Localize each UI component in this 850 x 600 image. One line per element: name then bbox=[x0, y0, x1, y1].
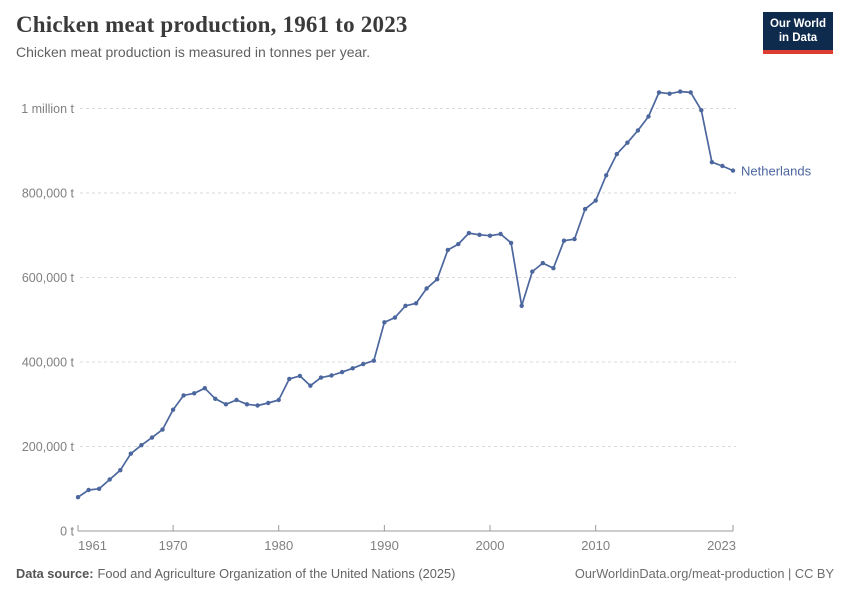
y-tick-label: 400,000 t bbox=[22, 356, 75, 370]
chart-header: Chicken meat production, 1961 to 2023 Ch… bbox=[16, 12, 756, 60]
data-point[interactable] bbox=[287, 376, 292, 382]
y-tick-label: 1 million t bbox=[21, 102, 74, 116]
data-point[interactable] bbox=[318, 375, 324, 380]
x-tick-label: 2000 bbox=[476, 538, 505, 553]
data-point[interactable] bbox=[350, 366, 355, 371]
data-point[interactable] bbox=[149, 435, 155, 440]
data-point[interactable] bbox=[107, 477, 112, 482]
chart-footer: Data source: Food and Agriculture Organiz… bbox=[16, 566, 834, 581]
data-point[interactable] bbox=[699, 108, 704, 113]
data-point[interactable] bbox=[266, 400, 271, 406]
owid-logo-line1: Our World bbox=[769, 18, 826, 30]
data-point[interactable] bbox=[551, 266, 556, 271]
data-point[interactable] bbox=[582, 206, 588, 212]
data-point[interactable] bbox=[593, 198, 598, 203]
line-chart[interactable]: 0 t 200,000 t 400,000 t 600,000 t 800,000 t 1… bbox=[0, 0, 850, 560]
page-title: Chicken meat production, 1961 to 2023 bbox=[16, 12, 408, 37]
data-point[interactable] bbox=[604, 173, 609, 178]
data-point[interactable] bbox=[625, 140, 630, 145]
data-point[interactable] bbox=[456, 241, 461, 247]
data-point[interactable] bbox=[466, 230, 472, 236]
data-point[interactable] bbox=[371, 358, 376, 363]
x-tick-label: 1970 bbox=[159, 538, 188, 553]
data-point[interactable] bbox=[413, 301, 419, 306]
data-point[interactable] bbox=[646, 114, 651, 119]
data-point[interactable] bbox=[709, 160, 715, 165]
data-point[interactable] bbox=[382, 320, 387, 325]
data-point[interactable] bbox=[530, 269, 535, 274]
data-point[interactable] bbox=[730, 168, 736, 173]
y-tick-label: 0 t bbox=[60, 525, 74, 539]
x-tick-label: 1961 bbox=[78, 538, 107, 553]
data-point[interactable] bbox=[720, 163, 725, 169]
data-point[interactable] bbox=[688, 90, 693, 95]
data-point[interactable] bbox=[170, 407, 176, 412]
data-point[interactable] bbox=[234, 397, 239, 403]
data-point[interactable] bbox=[192, 391, 197, 396]
x-tick-label: 2010 bbox=[581, 538, 610, 553]
y-tick-label: 200,000 t bbox=[22, 440, 75, 454]
y-tick-label: 600,000 t bbox=[22, 271, 75, 285]
data-point[interactable] bbox=[339, 369, 345, 375]
data-point[interactable] bbox=[118, 468, 123, 473]
data-source: Data source: Food and Agriculture Organiz… bbox=[16, 566, 455, 581]
data-point[interactable] bbox=[667, 91, 672, 96]
data-point[interactable] bbox=[86, 487, 91, 493]
data-point[interactable] bbox=[540, 260, 545, 266]
data-point[interactable] bbox=[656, 90, 662, 95]
data-point[interactable] bbox=[435, 277, 440, 282]
data-point[interactable] bbox=[572, 236, 577, 242]
chart-subtitle: Chicken meat production is measured in t… bbox=[16, 44, 371, 60]
x-tick-label: 1980 bbox=[264, 538, 293, 553]
data-point[interactable] bbox=[361, 361, 366, 367]
data-point[interactable] bbox=[255, 403, 260, 408]
data-point[interactable] bbox=[181, 393, 186, 398]
data-point[interactable] bbox=[508, 240, 514, 246]
data-point[interactable] bbox=[276, 397, 281, 403]
data-point[interactable] bbox=[498, 231, 503, 237]
data-point[interactable] bbox=[403, 303, 408, 308]
data-source-text: Food and Agriculture Organization of the… bbox=[97, 566, 456, 581]
data-point[interactable] bbox=[678, 89, 683, 94]
data-point[interactable] bbox=[561, 238, 567, 243]
data-point[interactable] bbox=[635, 128, 641, 133]
data-point[interactable] bbox=[160, 427, 165, 432]
data-point[interactable] bbox=[223, 402, 229, 407]
footer-citation-link[interactable]: OurWorldinData.org/meat-production | CC … bbox=[574, 566, 834, 581]
data-point[interactable] bbox=[213, 396, 218, 401]
data-point[interactable] bbox=[139, 443, 144, 448]
data-point[interactable] bbox=[96, 486, 102, 491]
data-line[interactable] bbox=[77, 90, 734, 499]
data-point[interactable] bbox=[244, 402, 250, 407]
data-point[interactable] bbox=[477, 232, 482, 237]
x-tick-label: 2023 bbox=[707, 538, 736, 553]
data-point[interactable] bbox=[128, 451, 133, 456]
x-tick-label: 1990 bbox=[370, 538, 399, 553]
data-point[interactable] bbox=[424, 286, 429, 291]
data-point[interactable] bbox=[308, 383, 313, 388]
entity-label[interactable]: Netherlands bbox=[741, 164, 812, 179]
data-point[interactable] bbox=[519, 303, 524, 308]
data-point[interactable] bbox=[487, 233, 493, 238]
owid-logo[interactable]: Our World in Data bbox=[763, 12, 833, 54]
data-point[interactable] bbox=[329, 373, 334, 378]
data-source-label: Data source: bbox=[16, 566, 94, 581]
data-point[interactable] bbox=[297, 373, 303, 379]
y-tick-label: 800,000 t bbox=[22, 187, 75, 201]
data-point[interactable] bbox=[202, 386, 207, 391]
data-point[interactable] bbox=[445, 247, 450, 253]
data-point[interactable] bbox=[614, 151, 619, 157]
owid-logo-line2: in Data bbox=[778, 32, 818, 45]
data-point[interactable] bbox=[75, 495, 81, 500]
data-point[interactable] bbox=[392, 315, 398, 320]
